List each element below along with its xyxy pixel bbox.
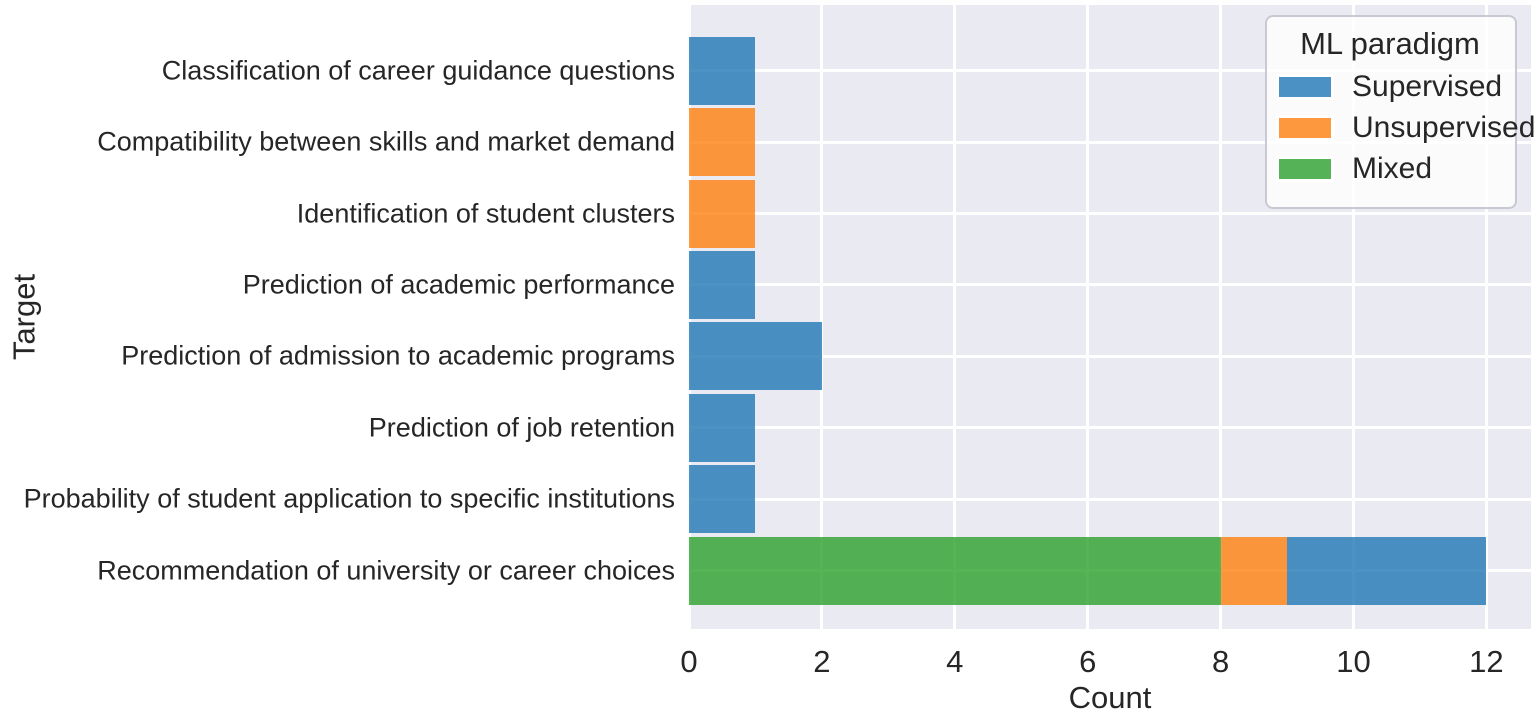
- plot-area: ML paradigm Supervised Unsupervised Mixed: [687, 5, 1535, 629]
- legend-entries: Supervised Unsupervised Mixed: [1279, 70, 1535, 184]
- bar-segment-supervised: [689, 322, 822, 391]
- gridline-horizontal: [689, 354, 1531, 358]
- x-tick-label: 12: [1469, 644, 1504, 679]
- category-label: Recommendation of university or career c…: [97, 555, 675, 585]
- category-label: Classification of career guidance questi…: [161, 55, 675, 86]
- x-tick-label: 8: [1211, 644, 1230, 679]
- category-label: Identification of student clusters: [296, 198, 675, 228]
- legend-label: Supervised: [1352, 70, 1503, 104]
- bar-segment-supervised: [689, 393, 756, 462]
- bar-segment-unsupervised: [689, 179, 756, 248]
- gridline-vertical: [1352, 5, 1355, 629]
- x-tick-label: 6: [1079, 644, 1097, 679]
- legend-swatch-icon: [1279, 118, 1331, 139]
- bar-segment-unsupervised: [689, 108, 756, 177]
- bar-segment-supervised: [689, 250, 756, 319]
- legend-entry: Unsupervised: [1279, 113, 1535, 143]
- x-tick-label: 10: [1336, 644, 1371, 679]
- legend-label: Mixed: [1352, 152, 1433, 186]
- legend-swatch-icon: [1279, 159, 1331, 180]
- legend-entry: Supervised: [1279, 70, 1503, 104]
- legend-title: ML paradigm: [1300, 26, 1480, 61]
- gridline-horizontal: [689, 140, 1531, 144]
- x-axis-title: Count: [1068, 680, 1152, 715]
- category-label: Probability of student application to sp…: [23, 483, 675, 514]
- gridline-vertical: [820, 5, 824, 629]
- bar-segment-mixed: [689, 536, 1221, 605]
- legend: ML paradigm Supervised Unsupervised Mixed: [1265, 15, 1535, 210]
- category-label: Prediction of job retention: [368, 412, 675, 443]
- category-label: Compatibility between skills and market …: [97, 126, 675, 157]
- bar-segment-supervised: [1287, 536, 1487, 605]
- gridline-horizontal: [689, 69, 1531, 73]
- gridline-horizontal: [689, 283, 1531, 287]
- gridline-vertical: [1086, 5, 1090, 629]
- gridline-vertical: [953, 5, 957, 629]
- gridline-vertical: [1219, 5, 1223, 629]
- legend-swatch-icon: [1279, 77, 1331, 98]
- gridline-horizontal: [689, 212, 1531, 215]
- bar-segment-unsupervised: [1220, 536, 1288, 605]
- x-tick-label: 4: [946, 644, 964, 679]
- legend-entry: Mixed: [1279, 154, 1501, 184]
- gridline-vertical: [1484, 5, 1488, 629]
- category-label: Prediction of admission to academic prog…: [121, 340, 675, 371]
- x-tick-label: 2: [813, 644, 831, 679]
- bar-segment-supervised: [689, 36, 756, 105]
- bar-segment-supervised: [689, 465, 756, 534]
- x-tick-label: 0: [680, 644, 698, 679]
- category-label: Prediction of academic performance: [242, 269, 675, 300]
- y-axis-tick-labels: Classification of career guidance questi…: [0, 5, 681, 629]
- legend-label: Unsupervised: [1352, 111, 1535, 145]
- gridline-horizontal: [689, 497, 1531, 501]
- gridline-horizontal: [689, 426, 1531, 430]
